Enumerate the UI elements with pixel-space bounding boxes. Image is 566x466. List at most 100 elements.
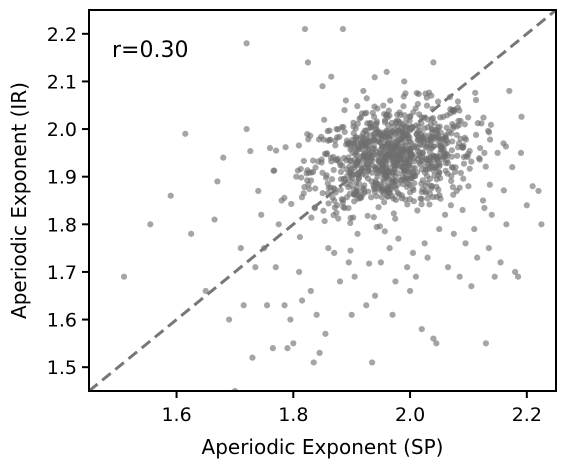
scatter-point [322, 330, 329, 337]
scatter-point [381, 119, 389, 126]
scatter-point [324, 180, 331, 187]
scatter-point [304, 130, 311, 138]
y-tick-label: 1.7 [47, 262, 77, 284]
scatter-point [421, 240, 428, 247]
scatter-point [406, 287, 414, 295]
scatter-point [400, 103, 407, 110]
scatter-point [429, 126, 436, 133]
scatter-point [465, 114, 472, 121]
scatter-point [395, 170, 402, 177]
scatter-point [435, 169, 442, 176]
scatter-point [398, 192, 406, 199]
scatter-point [478, 120, 485, 127]
scatter-point [275, 221, 282, 228]
scatter-point [481, 204, 488, 212]
y-axis-ticks: 1.5 1.6 1.7 1.8 1.9 2.0 2.1 2.2 [47, 24, 89, 379]
scatter-point [401, 142, 409, 149]
scatter-point [347, 171, 354, 179]
scatter-point [363, 302, 370, 309]
scatter-point [347, 219, 354, 227]
scatter-point [255, 187, 262, 195]
scatter-point [418, 195, 425, 203]
scatter-point [497, 259, 504, 266]
scatter-point [399, 127, 406, 134]
scatter-point [409, 249, 417, 256]
scatter-point [418, 166, 425, 173]
scatter-point [295, 142, 302, 149]
scatter-point [433, 340, 440, 347]
scatter-point [345, 259, 352, 266]
scatter-point [325, 245, 332, 252]
scatter-point [482, 340, 490, 347]
scatter-point [465, 183, 472, 190]
scatter-point [252, 264, 259, 271]
scatter-point [202, 287, 209, 295]
scatter-point [500, 140, 507, 147]
scatter-point [364, 212, 371, 219]
scatter-point [243, 40, 250, 47]
scatter-point [424, 254, 431, 261]
scatter-point [449, 125, 457, 132]
scatter-point [281, 302, 288, 309]
scatter-point [337, 168, 345, 175]
scatter-point [447, 202, 455, 209]
scatter-point [167, 192, 174, 199]
scatter-point [325, 200, 332, 207]
scatter-point [448, 153, 455, 160]
scatter-point [401, 78, 408, 85]
scatter-point [362, 137, 370, 145]
scatter-point [373, 118, 380, 125]
scatter-point [182, 130, 189, 137]
scatter-point [371, 292, 379, 299]
scatter-point [287, 316, 294, 323]
scatter-point [333, 202, 341, 209]
scatter-point [336, 278, 344, 285]
scatter-point [240, 302, 247, 309]
scatter-point [412, 105, 419, 112]
scatter-point [347, 247, 354, 254]
scatter-point [390, 169, 397, 176]
scatter-point [359, 170, 366, 177]
scatter-point [214, 178, 221, 185]
scatter-point [386, 245, 393, 252]
scatter-point [370, 214, 377, 221]
scatter-point [368, 194, 375, 201]
points-layer [120, 25, 545, 391]
scatter-point [360, 87, 367, 95]
scatter-point [266, 145, 274, 152]
scatter-point [454, 104, 461, 111]
scatter-point [324, 128, 331, 135]
scatter-point [237, 245, 244, 252]
scatter-point [506, 87, 513, 95]
scatter-point [390, 210, 397, 217]
scatter-point [372, 177, 379, 184]
scatter-point [430, 153, 437, 160]
scatter-point [297, 165, 304, 173]
scatter-point [406, 134, 413, 141]
scatter-point [390, 195, 397, 202]
scatter-point [447, 110, 454, 117]
scatter-point [346, 190, 353, 197]
scatter-point [443, 150, 450, 157]
scatter-point [423, 102, 431, 109]
scatter-point [330, 212, 337, 219]
scatter-point [300, 157, 307, 165]
scatter-point [339, 25, 347, 33]
scatter-point [424, 124, 431, 131]
y-axis-label: Aperiodic Exponent (IR) [7, 82, 31, 319]
scatter-point [509, 164, 516, 171]
scatter-point [369, 162, 377, 169]
scatter-point [351, 142, 358, 149]
scatter-point [298, 194, 306, 201]
scatter-point [404, 264, 411, 271]
scatter-point [423, 156, 430, 163]
scatter-point [399, 152, 407, 159]
scatter-point [361, 110, 368, 117]
scatter-point [436, 123, 443, 130]
scatter-point [384, 193, 391, 200]
scatter-point [354, 230, 361, 237]
scatter-point [247, 148, 254, 155]
scatter-point [456, 273, 463, 280]
scatter-point [278, 197, 285, 204]
